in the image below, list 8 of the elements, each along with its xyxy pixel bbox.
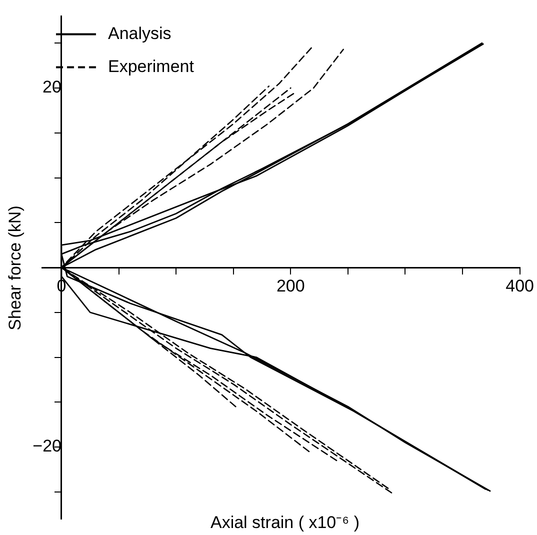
x-tick-label: 400 — [506, 276, 534, 296]
x-axis-title: Axial strain ( x10⁻⁶ ) — [210, 513, 360, 532]
y-tick-label: 20 — [42, 78, 62, 97]
legend-label: Analysis — [108, 24, 172, 43]
x-tick-label: 200 — [276, 276, 305, 296]
y-axis-title: Shear force (kN) — [6, 206, 25, 330]
legend-label: Experiment — [108, 56, 194, 76]
y-tick-label: −20 — [32, 436, 62, 456]
